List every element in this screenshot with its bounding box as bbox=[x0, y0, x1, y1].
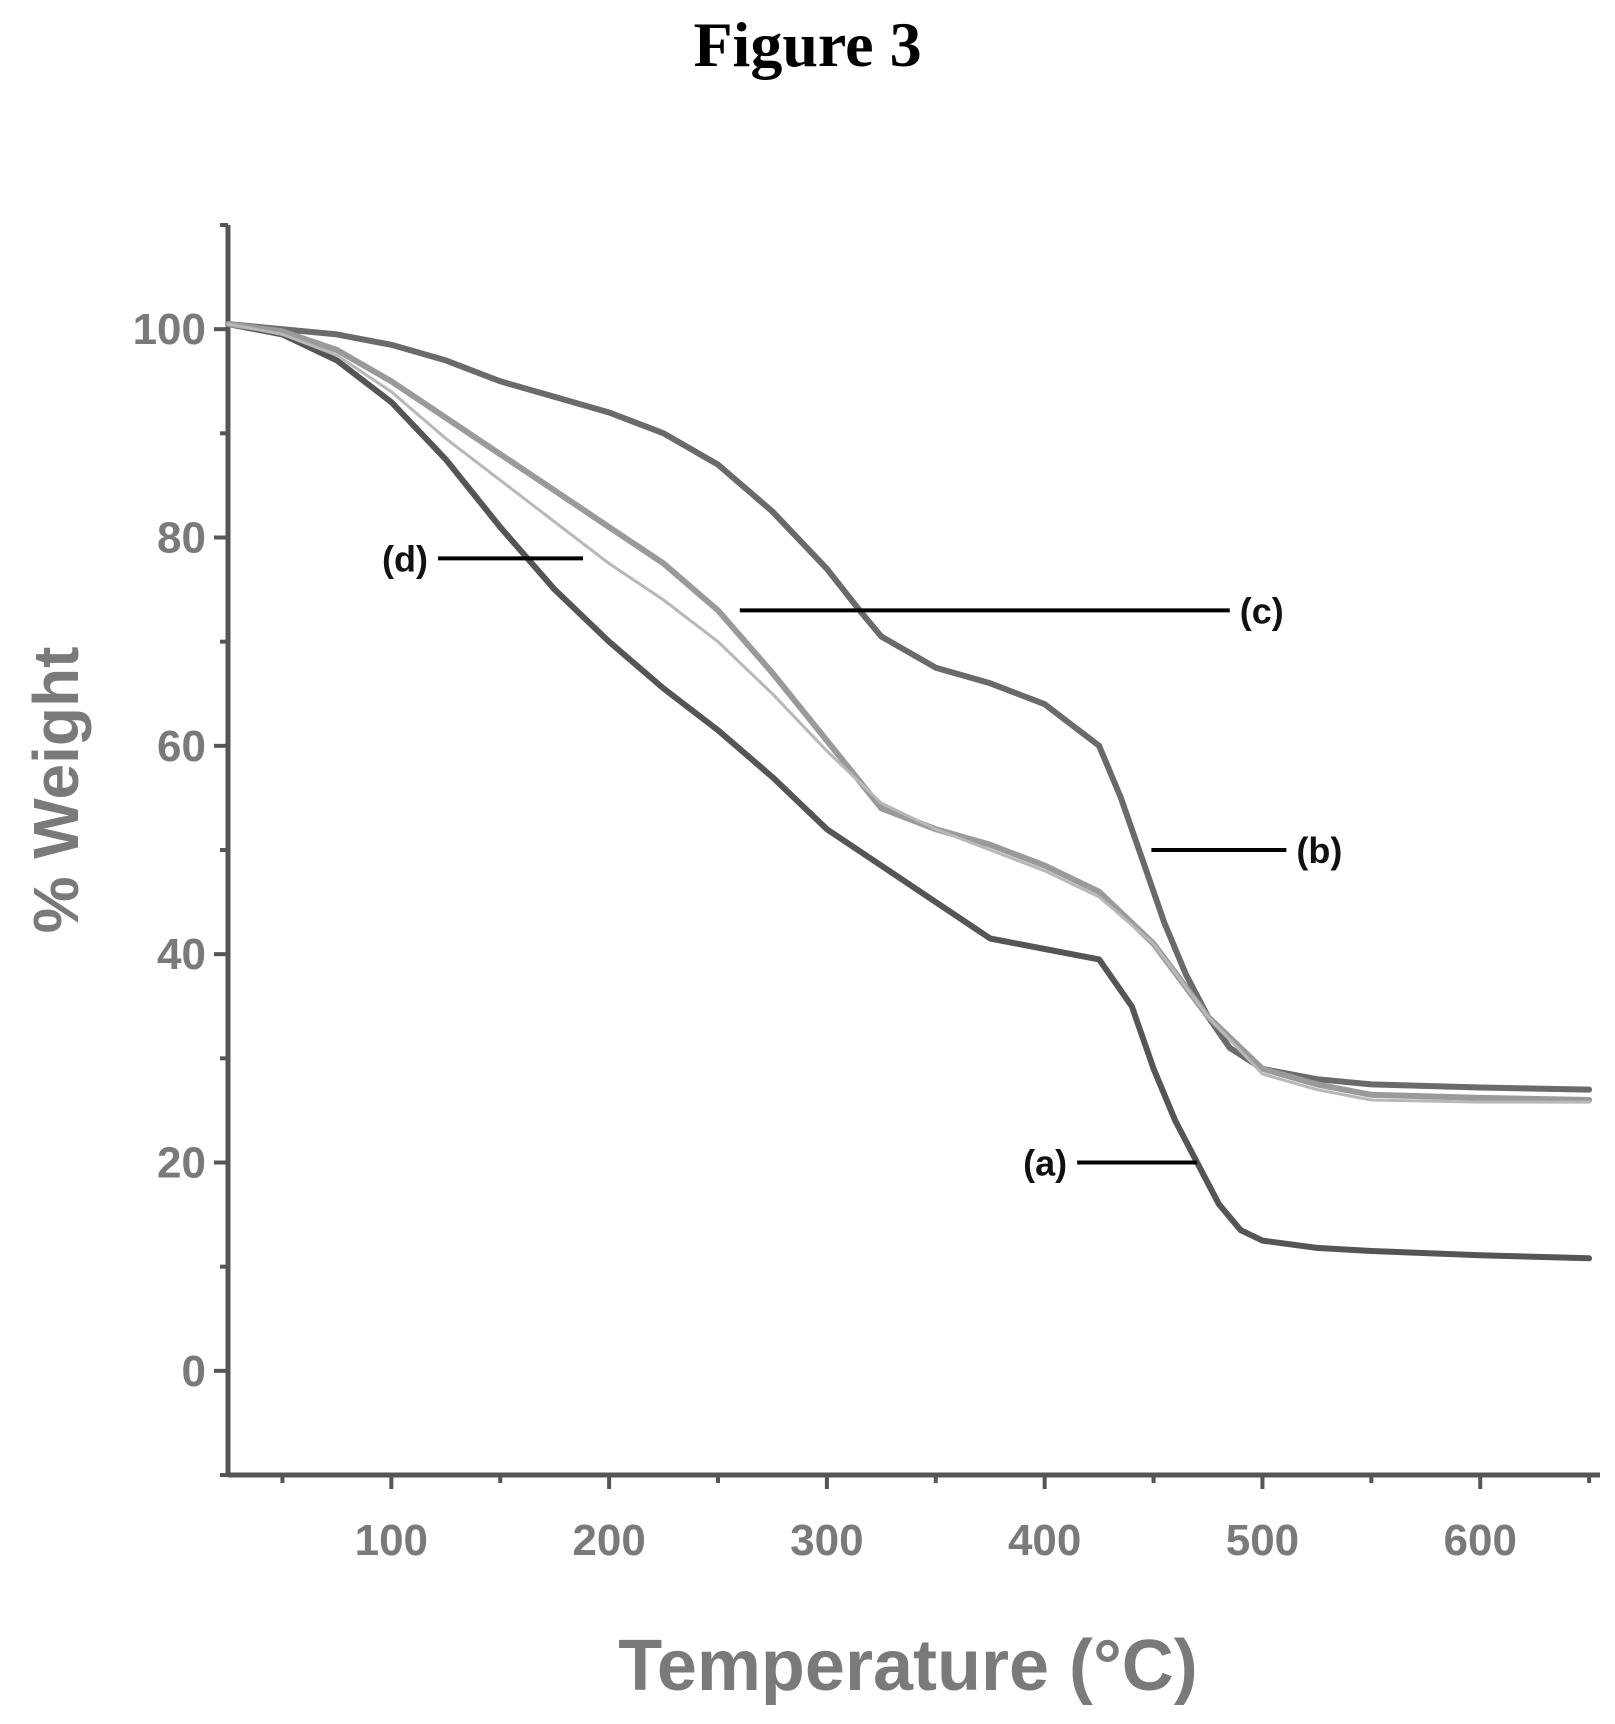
y-tick-label: 0 bbox=[182, 1347, 206, 1396]
series-line-b bbox=[225, 321, 1593, 1093]
ticks: 0 20 40 60 80 100 100 200 300 400 500 600 bbox=[133, 223, 1592, 1565]
series-label-c: (c) bbox=[1240, 590, 1284, 631]
series-label-d: (d) bbox=[382, 538, 428, 579]
x-tick-label: 300 bbox=[790, 1516, 863, 1565]
y-tick-label: 40 bbox=[157, 930, 206, 979]
series-label-a: (a) bbox=[1023, 1143, 1067, 1184]
x-tick-label: 600 bbox=[1444, 1516, 1517, 1565]
figure-title: Figure 3 bbox=[693, 9, 922, 80]
x-tick-label: 100 bbox=[355, 1516, 428, 1565]
y-tick-label: 60 bbox=[157, 722, 206, 771]
x-tick-label: 500 bbox=[1226, 1516, 1299, 1565]
series-line-a bbox=[225, 321, 1593, 1262]
y-tick-label: 100 bbox=[133, 305, 206, 354]
series-label-b: (b) bbox=[1296, 830, 1342, 871]
x-tick-label: 200 bbox=[572, 1516, 645, 1565]
x-axis-title: Temperature (°C) bbox=[618, 1626, 1198, 1706]
x-tick-label: 400 bbox=[1008, 1516, 1081, 1565]
series-line-c bbox=[225, 321, 1593, 1103]
series-line-d bbox=[226, 322, 1591, 1104]
y-tick-label: 80 bbox=[157, 514, 206, 563]
series-lines bbox=[225, 321, 1593, 1262]
series-annotations: (a) (b) (c) (d) bbox=[382, 538, 1342, 1183]
y-tick-label: 20 bbox=[157, 1139, 206, 1188]
y-axis-title: % Weight bbox=[20, 647, 92, 934]
